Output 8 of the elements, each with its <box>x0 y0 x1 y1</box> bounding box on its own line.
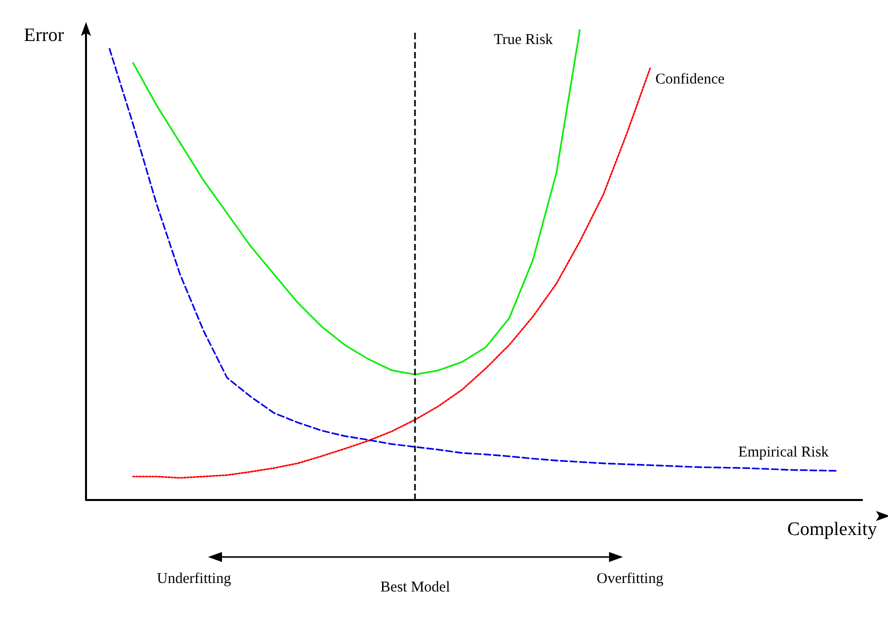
y-axis-title: Error <box>24 25 65 46</box>
text: Best Model <box>380 580 450 596</box>
x-axis-title: Complexity <box>787 519 878 540</box>
series-label: Empirical Risk <box>738 444 830 460</box>
series-label: True Risk <box>494 32 554 48</box>
text: Overfitting <box>596 571 664 587</box>
series-label: Confidence <box>655 72 725 88</box>
text: Underfitting <box>156 571 232 587</box>
